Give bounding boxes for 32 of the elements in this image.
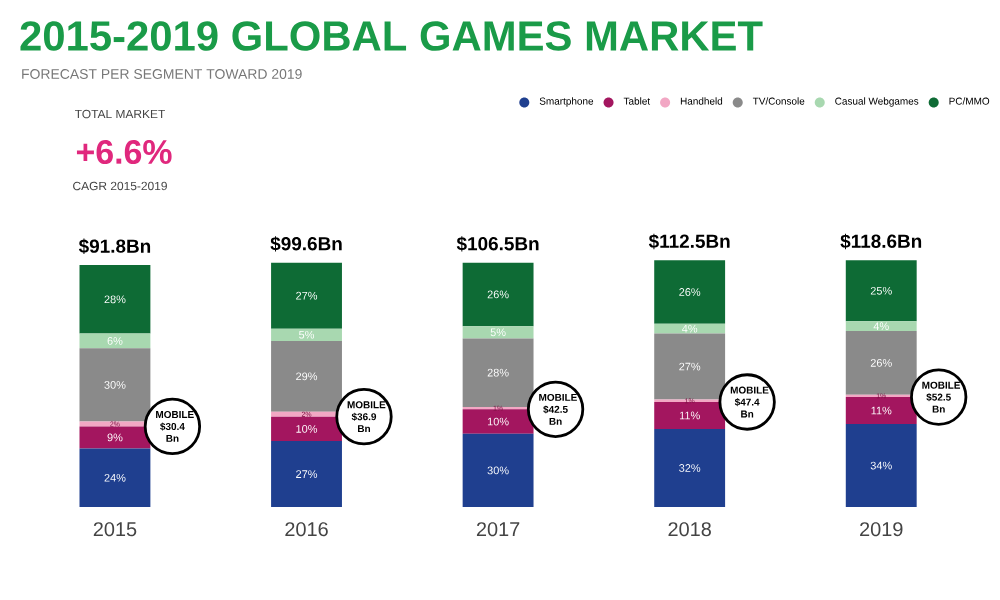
bar — [79, 348, 151, 422]
bar — [654, 333, 726, 400]
annotation: $112.5Bn — [648, 233, 730, 250]
x-tick-label: 2019 — [860, 522, 903, 537]
x-tick-label: 2017 — [476, 522, 520, 537]
bar — [845, 331, 917, 395]
bar — [845, 260, 917, 322]
annotation: $106.5Bn — [456, 236, 539, 252]
bar — [79, 448, 151, 508]
x-tick-label: 2018 — [668, 522, 711, 537]
chart-title: 2015-2019 GLOBAL GAMES MARKET — [20, 21, 763, 51]
text: +6.6% — [76, 140, 172, 164]
x-tick-label: 2016 — [285, 522, 328, 537]
annotation: $99.6Bn — [270, 236, 342, 252]
bar — [271, 340, 342, 412]
bar — [654, 323, 726, 334]
bar — [845, 321, 917, 332]
bar — [462, 338, 534, 407]
bar — [271, 441, 342, 508]
bar — [462, 262, 534, 327]
bar — [271, 328, 342, 341]
bar — [654, 260, 726, 324]
annotation: $118.6Bn — [840, 233, 922, 250]
bar — [79, 333, 151, 349]
bar — [654, 428, 726, 508]
x-tick-label: 2015 — [93, 522, 137, 537]
bar — [79, 265, 151, 334]
bar — [271, 262, 342, 329]
bar — [462, 433, 534, 508]
bar — [462, 326, 534, 339]
bar — [845, 424, 917, 508]
annotation: $91.8Bn — [78, 238, 151, 255]
